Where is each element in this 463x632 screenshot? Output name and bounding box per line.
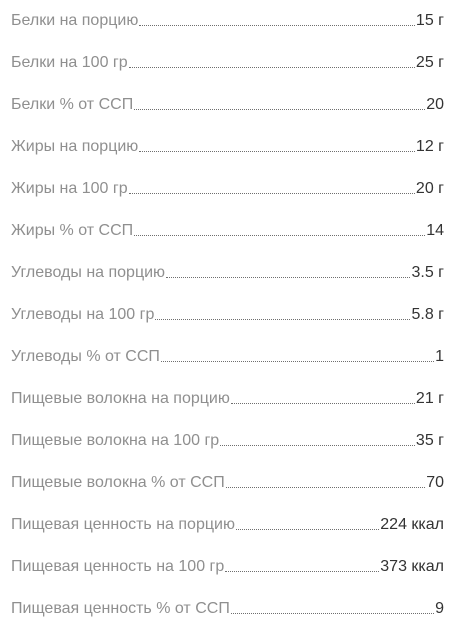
- nutrition-row-protein-percent: Белки % от ССП 20: [11, 90, 444, 114]
- row-value: 15 г: [415, 12, 444, 29]
- dot-leader: [220, 445, 415, 446]
- dot-leader: [230, 403, 415, 404]
- row-label: Жиры на 100 гр: [11, 180, 128, 197]
- dot-leader: [134, 235, 426, 236]
- row-value: 70: [426, 474, 444, 491]
- row-label: Жиры % от ССП: [11, 222, 134, 239]
- row-value: 3.5 г: [411, 264, 444, 281]
- row-label: Пищевые волокна на 100 гр: [11, 432, 220, 449]
- row-label: Пищевые волокна % от ССП: [11, 474, 225, 491]
- nutrition-row-fiber-per-100g: Пищевые волокна на 100 гр 35 г: [11, 426, 444, 450]
- row-label: Белки на 100 гр: [11, 54, 128, 71]
- row-label: Пищевая ценность на 100 гр: [11, 558, 225, 575]
- dot-leader: [128, 193, 415, 194]
- nutrition-row-energy-per-serving: Пищевая ценность на порцию 224 ккал: [11, 510, 444, 534]
- row-label: Пищевые волокна на порцию: [11, 390, 230, 407]
- row-label: Углеводы на 100 гр: [11, 306, 155, 323]
- nutrition-row-protein-per-100g: Белки на 100 гр 25 г: [11, 48, 444, 72]
- row-value: 20: [426, 96, 444, 113]
- nutrition-row-carbs-per-serving: Углеводы на порцию 3.5 г: [11, 258, 444, 282]
- nutrition-row-fiber-percent: Пищевые волокна % от ССП 70: [11, 468, 444, 492]
- dot-leader: [160, 361, 435, 362]
- nutrition-row-protein-per-serving: Белки на порцию 15 г: [11, 6, 444, 30]
- dot-leader: [134, 109, 426, 110]
- row-label: Белки на порцию: [11, 12, 139, 29]
- row-value: 14: [426, 222, 444, 239]
- nutrition-row-carbs-percent: Углеводы % от ССП 1: [11, 342, 444, 366]
- nutrition-row-energy-per-100g: Пищевая ценность на 100 гр 373 ккал: [11, 552, 444, 576]
- nutrition-row-fiber-per-serving: Пищевые волокна на порцию 21 г: [11, 384, 444, 408]
- row-value: 9: [435, 600, 444, 617]
- nutrition-row-fat-per-serving: Жиры на порцию 12 г: [11, 132, 444, 156]
- nutrition-row-fat-per-100g: Жиры на 100 гр 20 г: [11, 174, 444, 198]
- dot-leader: [225, 571, 380, 572]
- row-value: 35 г: [415, 432, 444, 449]
- row-value: 224 ккал: [380, 516, 444, 533]
- row-label: Углеводы на порцию: [11, 264, 166, 281]
- nutrition-row-fat-percent: Жиры % от ССП 14: [11, 216, 444, 240]
- row-value: 25 г: [415, 54, 444, 71]
- row-label: Белки % от ССП: [11, 96, 134, 113]
- row-value: 21 г: [415, 390, 444, 407]
- row-value: 20 г: [415, 180, 444, 197]
- dot-leader: [235, 529, 380, 530]
- dot-leader: [225, 487, 426, 488]
- row-value: 373 ккал: [380, 558, 444, 575]
- row-label: Жиры на порцию: [11, 138, 139, 155]
- row-value: 5.8 г: [411, 306, 444, 323]
- nutrition-row-energy-percent: Пищевая ценность % от ССП 9: [11, 594, 444, 618]
- dot-leader: [139, 151, 415, 152]
- dot-leader: [155, 319, 411, 320]
- dot-leader: [230, 613, 435, 614]
- row-value: 1: [435, 348, 444, 365]
- row-label: Пищевая ценность на порцию: [11, 516, 235, 533]
- dot-leader: [128, 67, 415, 68]
- row-value: 12 г: [415, 138, 444, 155]
- dot-leader: [139, 25, 415, 26]
- dot-leader: [166, 277, 411, 278]
- row-label: Углеводы % от ССП: [11, 348, 160, 365]
- row-label: Пищевая ценность % от ССП: [11, 600, 230, 617]
- nutrition-row-carbs-per-100g: Углеводы на 100 гр 5.8 г: [11, 300, 444, 324]
